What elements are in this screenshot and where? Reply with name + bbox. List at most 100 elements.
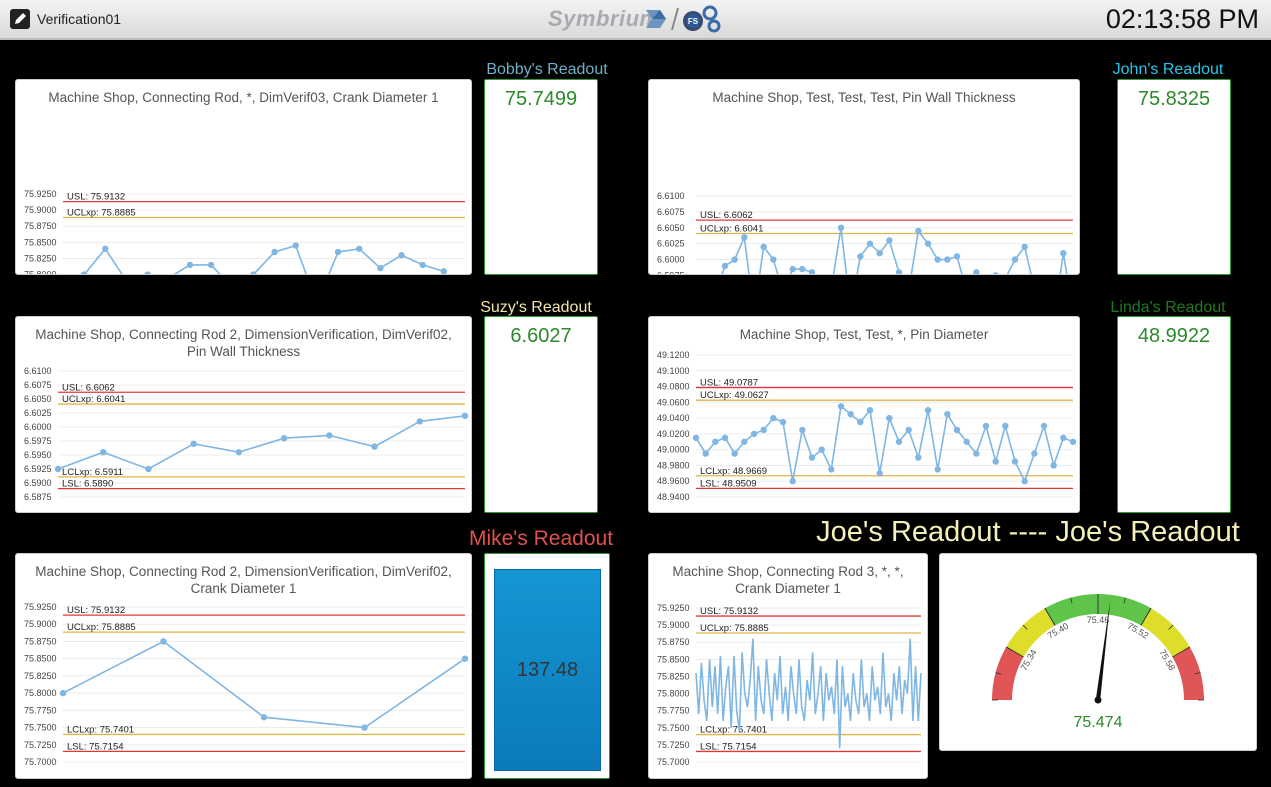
data-point [1011,256,1019,263]
y-tick-label: 75.8500 [657,654,690,664]
control-chart: 48.9400 48.9600 48.9800 49.0000 49.0200 49.04… [657,350,1077,502]
gauge-tick-label: 75.46 [1087,615,1110,625]
y-tick-label: 49.0200 [657,429,690,439]
data-point [741,438,748,445]
gauge-band [1006,608,1055,657]
y-tick-label: 75.8000 [657,689,690,699]
app-title: Verification01 [37,11,122,27]
series-line [695,404,1074,484]
y-tick-label: 75.9250 [24,189,57,199]
y-tick-label: 75.8000 [24,688,57,698]
y-tick-label: 6.6025 [24,408,52,418]
series-line [695,638,922,749]
data-point [924,407,932,414]
data-point [235,449,243,456]
y-tick-label: 49.0000 [657,445,690,455]
mike-readout-value: 137.48 [516,658,579,681]
y-tick-label: 6.6050 [24,394,52,404]
uclxp-label: UCLxp: 6.6041 [700,223,763,234]
linda-readout: 48.9922 [1117,316,1231,513]
y-tick-label: 6.6100 [24,366,52,376]
y-tick-label: 48.9600 [657,476,690,486]
data-point [102,245,109,252]
gauge-major-tick [1044,607,1056,626]
lsl-label: LSL: 6.5890 [62,479,113,490]
y-tick-label: 75.8250 [24,253,57,263]
series-line [721,227,1068,274]
pencil-icon[interactable] [10,9,30,29]
data-point [924,240,932,247]
data-point [721,262,729,270]
gauge-major-tick [1172,646,1191,658]
uclxp-label: UCLxp: 6.6041 [62,394,125,405]
y-tick-label: 75.9000 [657,620,690,630]
data-point [944,256,951,263]
data-point [905,426,912,434]
y-tick-label: 75.7000 [24,757,57,767]
data-point [866,407,874,414]
bobby-readout-value: 75.7499 [504,88,578,110]
data-point [731,450,738,457]
chart-title: Machine Shop, Test, Test, *, Pin Diamete… [739,327,989,342]
data-point [81,271,88,274]
data-point [886,237,893,244]
john-readout-title: John's Readout [1112,61,1224,78]
y-tick-label: 75.7500 [657,723,690,733]
data-point [857,418,864,426]
data-point [760,426,767,434]
lclxp-label: LCLxp: 48.9669 [700,466,767,477]
gauge-minor-tick [1070,597,1073,604]
data-point [799,426,806,434]
data-point [866,240,874,247]
usl-label: USL: 6.6062 [62,382,115,393]
data-point [260,714,268,721]
y-tick-label: 75.8750 [24,221,57,231]
data-point [292,242,299,249]
gears-icon: FS [683,5,721,33]
data-point [963,438,970,445]
lclxp-label: LCLxp: 75.7401 [67,724,134,735]
data-point [334,248,342,256]
y-tick-label: 6.5975 [24,436,52,446]
data-point [1069,438,1077,445]
data-point [808,454,816,461]
chart-panel-rod2-crank-diameter: Machine Shop, Connecting Rod 2, Dimensio… [15,553,472,779]
chart-title: Machine Shop, Connecting Rod 2, Dimensio… [35,327,452,359]
data-point [982,422,990,430]
gauge-minor-tick [995,672,1002,675]
chart-title: Machine Shop, Connecting Rod 3, *, *, Cr… [672,564,904,596]
linda-readout-value: 48.9922 [1137,325,1211,347]
joe-gauge-panel: 75.34 75.40 75.46 75.52 75.58 75.474 [939,553,1257,751]
clock: 02:13:58 PM [1105,4,1259,34]
y-tick-label: 48.9800 [657,460,690,470]
data-point [326,432,333,439]
uclxp-label: UCLxp: 75.8885 [67,622,136,633]
chart-title: Machine Shop, Connecting Rod 2, Dimensio… [35,564,452,596]
data-point [837,403,845,410]
data-point [895,438,903,445]
data-point [356,245,363,252]
data-point [915,227,922,235]
y-tick-label: 75.9250 [657,603,690,613]
y-tick-label: 75.9000 [24,619,57,629]
uclxp-label: UCLxp: 75.8885 [700,623,769,634]
data-point [828,466,835,473]
y-tick-label: 75.8750 [24,636,57,646]
data-point [992,458,999,465]
brand-logo: Symbrium [548,6,660,31]
data-point [416,418,423,425]
data-point [953,426,961,434]
control-chart: 75.7000 75.7250 75.7500 75.7750 75.8000 75.82… [657,603,922,767]
data-point [271,248,278,256]
data-point [992,272,999,274]
chart-title: Machine Shop, Test, Test, Test, Pin Wall… [712,90,1016,105]
data-point [770,414,777,422]
data-point [59,689,67,697]
mike-readout-title: Mike's Readout [468,527,614,550]
data-point [144,271,151,274]
y-tick-label: 6.6000 [657,255,685,265]
y-tick-label: 6.5875 [24,492,52,502]
mike-readout-bar: 137.48 [494,569,601,771]
y-tick-label: 75.8500 [24,654,57,664]
